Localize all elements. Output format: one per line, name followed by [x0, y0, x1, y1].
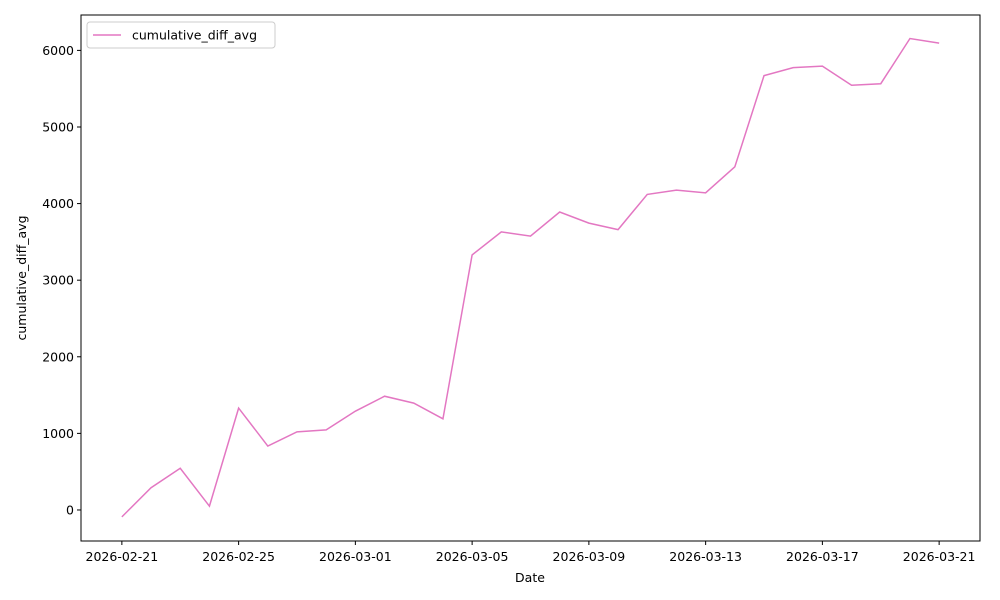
y-tick-label: 1000	[42, 426, 74, 441]
legend-label: cumulative_diff_avg	[132, 28, 257, 43]
y-tick-label: 6000	[42, 43, 74, 58]
y-tick-label: 5000	[42, 119, 74, 134]
x-axis-label: Date	[515, 570, 545, 585]
y-axis-label: cumulative_diff_avg	[14, 216, 29, 341]
line	[121, 37, 940, 518]
y-tick-label: 0	[66, 502, 74, 517]
x-tick-label: 2026-03-17	[786, 549, 859, 564]
legend-box	[86, 21, 276, 49]
x-tick-label: 2026-03-13	[669, 549, 742, 564]
x-tick-label: 2026-03-09	[553, 549, 626, 564]
y-tick-label: 3000	[42, 273, 74, 288]
x-tick-label: 2026-03-05	[436, 549, 509, 564]
x-tick-label: 2026-02-21	[86, 549, 159, 564]
y-tick-label: 2000	[42, 349, 74, 364]
y-tick-label: 4000	[42, 196, 74, 211]
plot-frame	[80, 14, 981, 542]
x-tick-label: 2026-02-25	[202, 549, 275, 564]
x-tick-label: 2026-03-01	[319, 549, 392, 564]
x-tick-label: 2026-03-21	[903, 549, 976, 564]
